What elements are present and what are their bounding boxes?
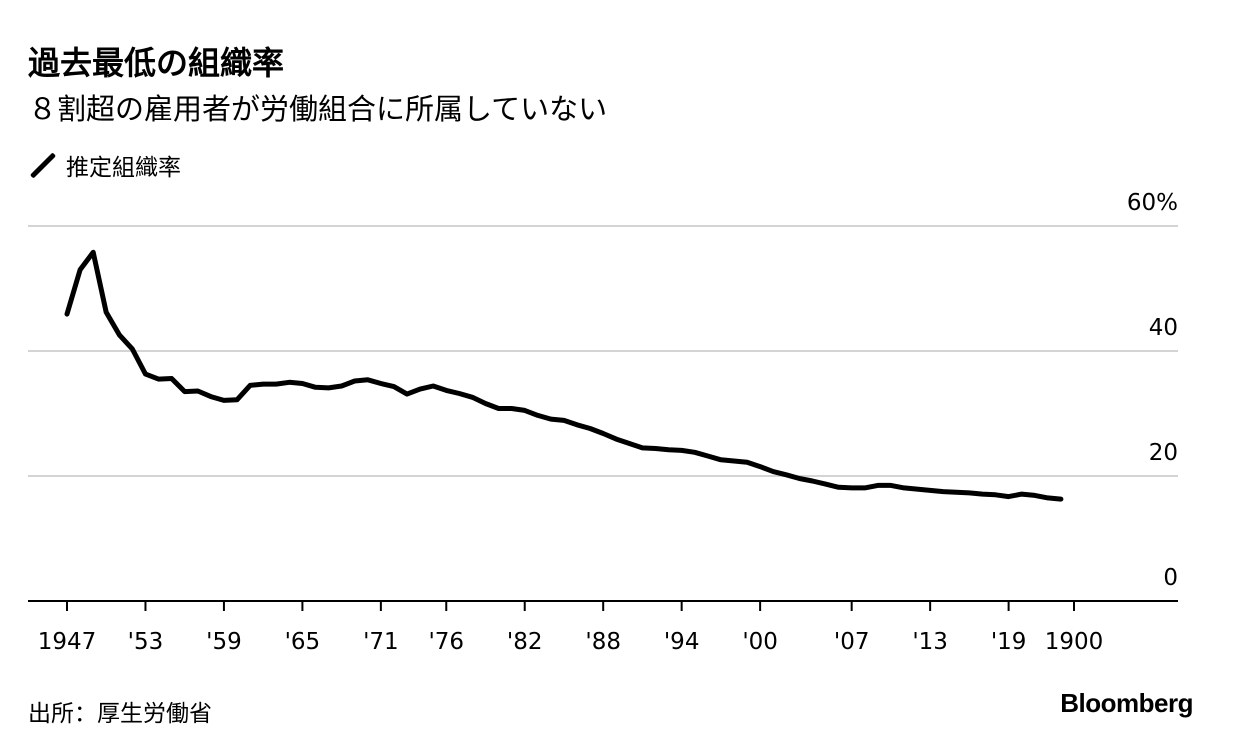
x-tick-label: '88 xyxy=(585,629,621,655)
series-layer xyxy=(64,249,1064,502)
source-note: 出所：厚生労働省 xyxy=(28,701,212,727)
bloomberg-logo: Bloomberg xyxy=(1060,688,1193,718)
x-axis-ticks: 1947 '53 '59 '65 '71 '76 '82 '88 '94 '00 '07 '13 '19… xyxy=(38,601,1104,655)
x-tick-label: '59 xyxy=(206,629,242,655)
x-tick-label: '13 xyxy=(912,629,948,655)
y-axis-ticks: 0 20 40 60% xyxy=(1127,190,1178,591)
x-tick-label: '82 xyxy=(507,629,543,655)
chart-subtitle: ８割超の雇用者が労働組合に所属していない xyxy=(28,92,608,126)
legend-label: 推定組織率 xyxy=(66,155,181,181)
gridlines xyxy=(28,225,1178,477)
x-tick-label: '94 xyxy=(664,629,700,655)
x-tick-label: '53 xyxy=(128,629,164,655)
x-tick-label: '00 xyxy=(742,629,778,655)
y-tick-label: 0 xyxy=(1163,565,1178,591)
x-tick-label: '76 xyxy=(428,629,464,655)
y-tick-label: 60% xyxy=(1127,190,1178,216)
legend: 推定組織率 xyxy=(30,148,181,182)
x-tick-label: 1947 xyxy=(38,629,97,655)
x-tick-label: '07 xyxy=(834,629,870,655)
series-line-0 xyxy=(64,249,1064,502)
chart-title: 過去最低の組織率 xyxy=(28,44,285,82)
x-tick-label: 1900 xyxy=(1045,629,1104,655)
x-tick-label: '65 xyxy=(285,629,321,655)
y-tick-label: 40 xyxy=(1149,315,1178,341)
x-tick-label: '71 xyxy=(363,629,399,655)
x-tick-label: '19 xyxy=(991,629,1027,655)
y-tick-label: 20 xyxy=(1149,440,1178,466)
